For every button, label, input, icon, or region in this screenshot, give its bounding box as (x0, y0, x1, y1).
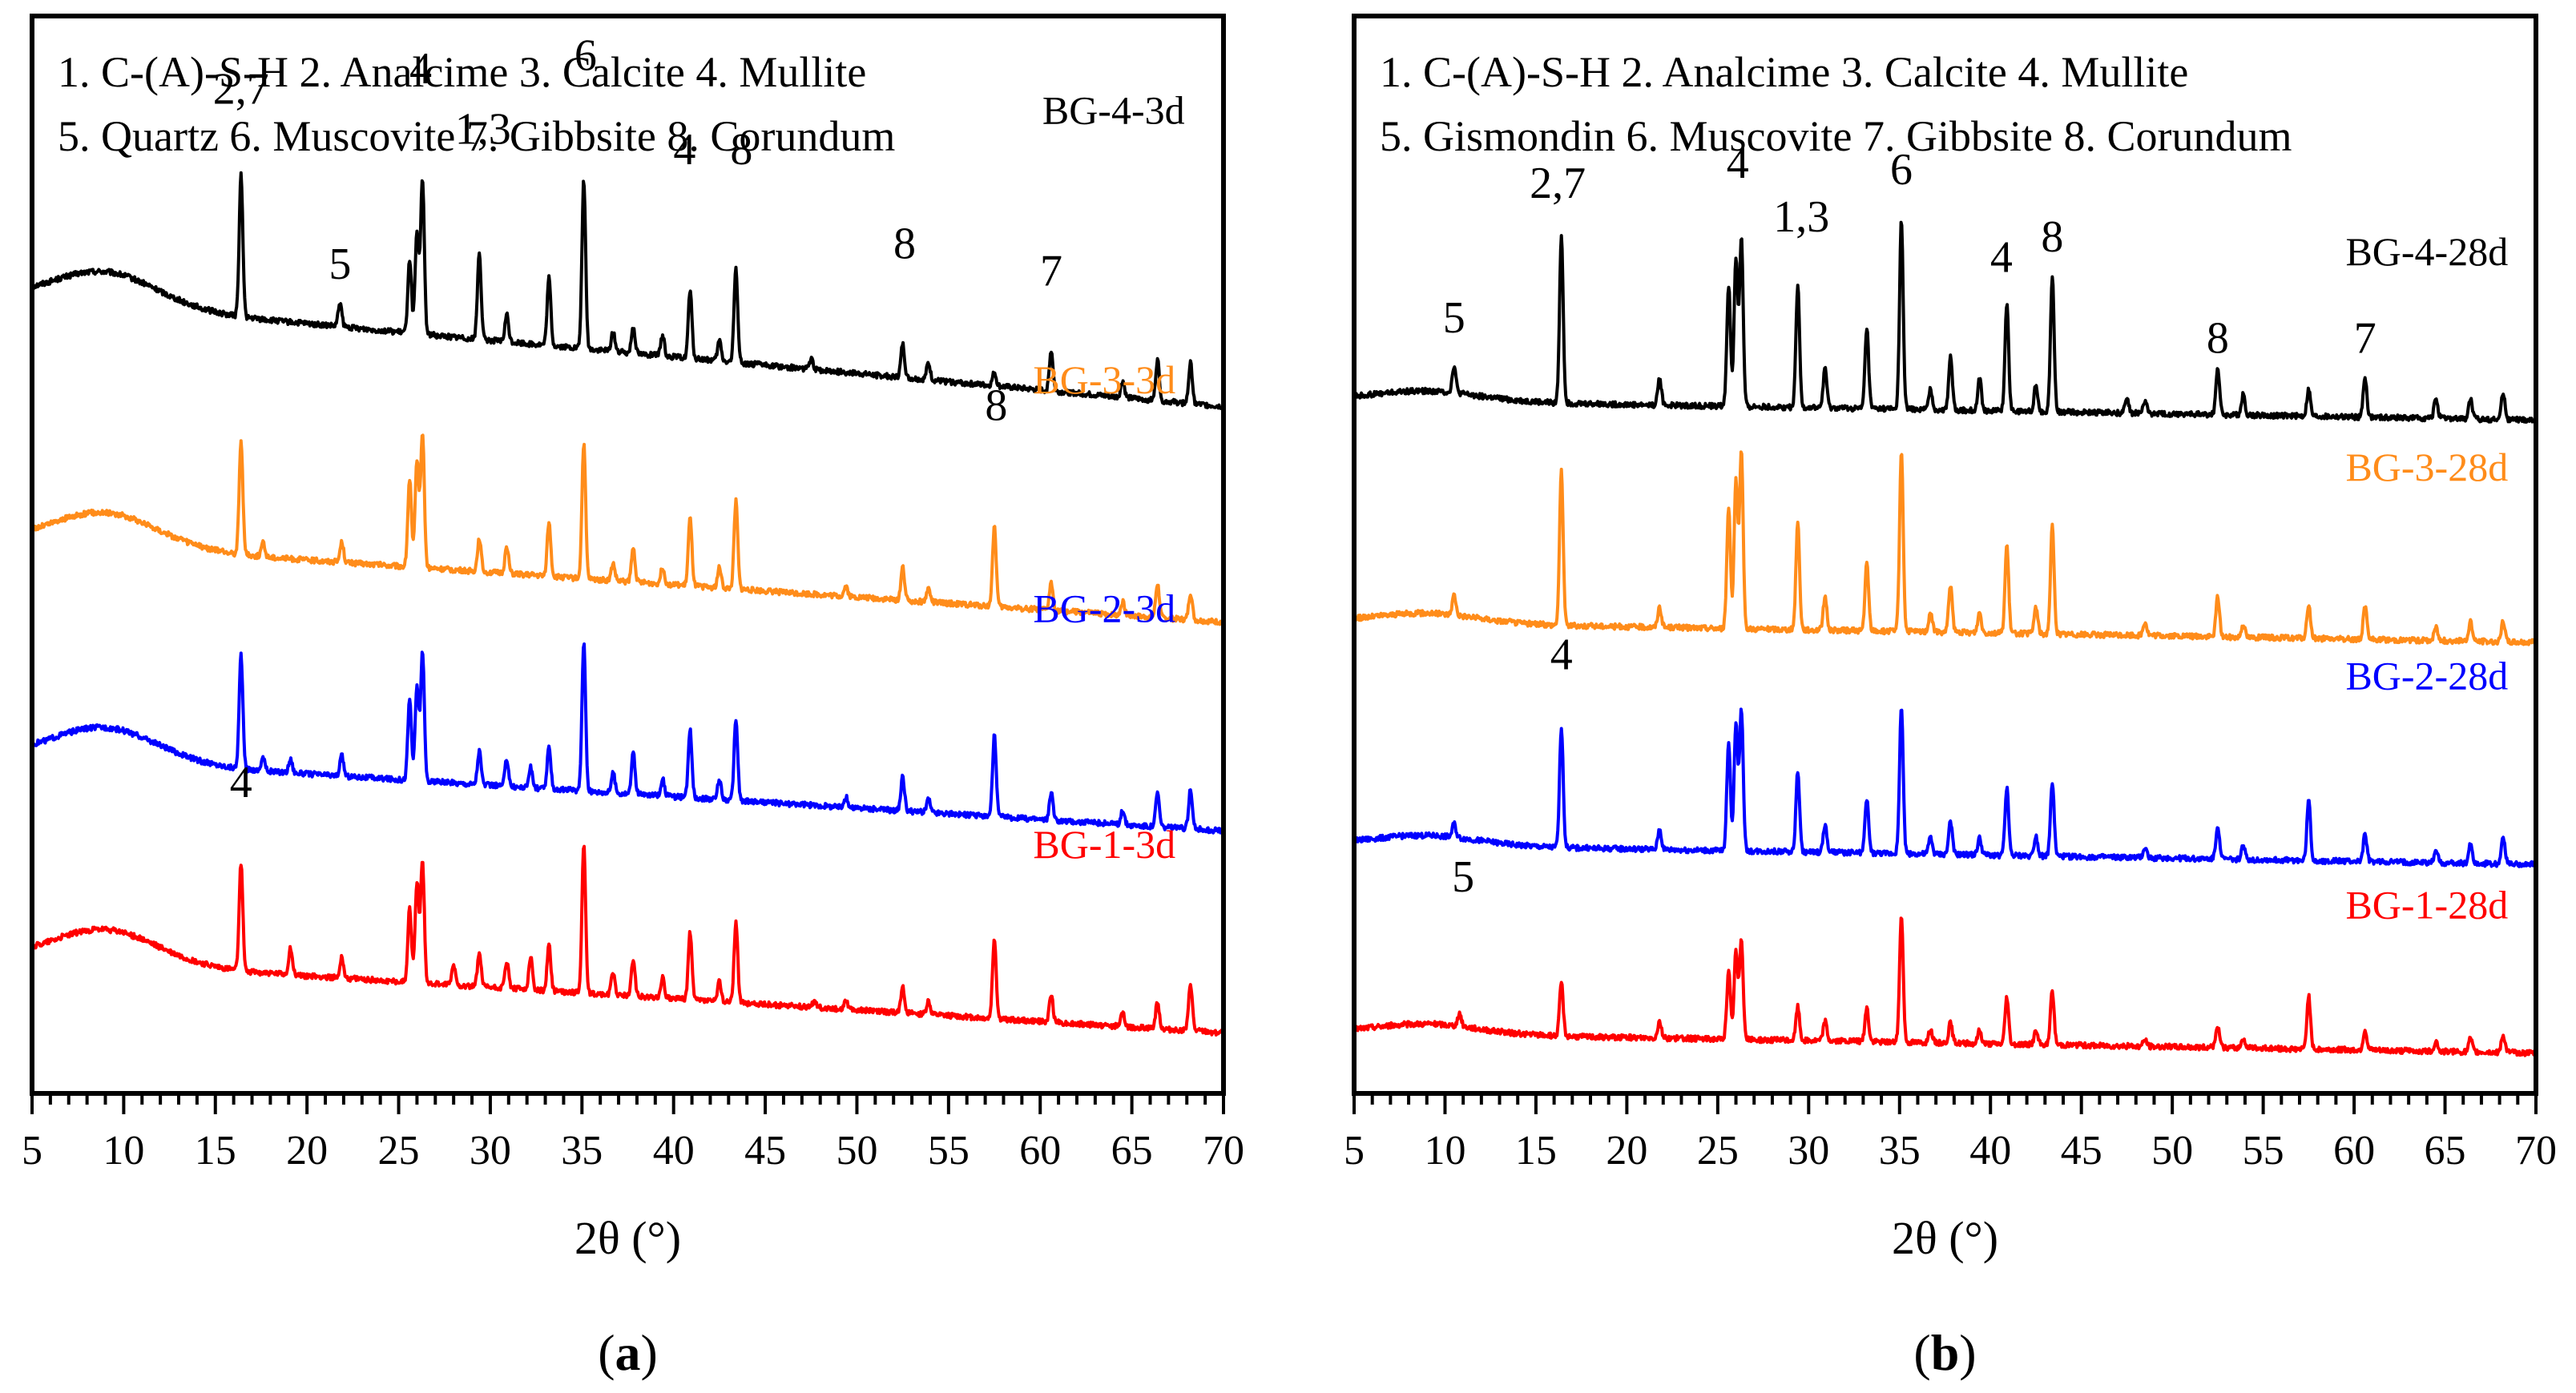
xrd-panel-b: BG-4-28d BG-3-28d BG-2-28d BG-1-28d 5 2,7 4 1,3… (1344, 14, 2557, 1381)
x-tick-label: 70 (1203, 1128, 1244, 1174)
peak-annotation: 2,7 (1530, 159, 1586, 208)
x-axis-label: 2θ (°) (574, 1212, 681, 1264)
x-tick-label: 30 (1788, 1128, 1829, 1174)
phase-legend-line: 5. Gismondin 6. Muscovite 7. Gibbsite 8.… (1380, 112, 2292, 160)
peak-annotation: 8 (985, 380, 1007, 430)
peak-annotation: 7 (2354, 313, 2376, 363)
x-tick-label: 65 (2425, 1128, 2466, 1174)
x-axis-label: 2θ (°) (1892, 1212, 1998, 1264)
peak-annotation: 4 (1990, 232, 2013, 282)
peak-annotation: 4 (230, 758, 252, 807)
peak-annotation: 2,7 (213, 64, 269, 114)
x-tick-label: 25 (378, 1128, 420, 1174)
x-tick-label: 40 (653, 1128, 695, 1174)
x-tick-label: 25 (1697, 1128, 1739, 1174)
peak-annotation: 5 (329, 240, 351, 289)
series-line-bg-1-3d (30, 844, 1225, 1037)
peak-annotation: 1,3 (1773, 192, 1829, 242)
series-label: BG-4-3d (1042, 88, 1185, 133)
x-tick-label: 20 (286, 1128, 328, 1174)
x-tick-label: 60 (1019, 1128, 1061, 1174)
phase-legend-line: 5. Quartz 6. Muscovite 7. Gibbsite 8. Co… (58, 112, 895, 160)
peak-annotation: 8 (2041, 212, 2063, 262)
x-tick-label: 5 (22, 1128, 42, 1174)
peak-annotation: 5 (1443, 293, 1465, 343)
x-tick-label: 35 (1879, 1128, 1921, 1174)
series-label: BG-2-28d (2345, 654, 2508, 699)
peak-annotation: 6 (1890, 145, 1913, 195)
x-tick-label: 70 (2515, 1128, 2557, 1174)
series-line-bg-3-28d (1353, 450, 2538, 646)
panel-label: (a) (598, 1324, 658, 1381)
x-tick-label: 50 (836, 1128, 877, 1174)
peak-annotation: 4 (673, 125, 695, 175)
plot-frame (1352, 14, 2538, 1096)
peak-annotation: 8 (2207, 313, 2229, 363)
peak-annotation: 5 (1452, 852, 1474, 902)
x-tick-label: 65 (1111, 1128, 1153, 1174)
x-tick-label: 30 (470, 1128, 511, 1174)
series-line-bg-2-3d (30, 642, 1225, 835)
x-tick-label: 5 (1344, 1128, 1365, 1174)
peak-annotation: 6 (574, 30, 597, 80)
series-label: BG-1-3d (1033, 822, 1175, 867)
panel-label: (b) (1913, 1324, 1976, 1381)
x-tick-label: 40 (1969, 1128, 2011, 1174)
x-tick-label: 50 (2151, 1128, 2193, 1174)
x-tick-label: 45 (744, 1128, 786, 1174)
peak-annotation: 8 (730, 125, 752, 175)
x-tick-label: 55 (2243, 1128, 2284, 1174)
peak-annotation: 4 (1727, 139, 1749, 188)
series-label: BG-3-3d (1033, 357, 1175, 402)
x-tick-label: 55 (928, 1128, 970, 1174)
phase-legend-line: 1. C-(A)-S-H 2. Analcime 3. Calcite 4. M… (58, 48, 866, 96)
x-tick-label: 20 (1606, 1128, 1647, 1174)
x-tick-label: 15 (195, 1128, 236, 1174)
x-tick-label: 45 (2061, 1128, 2102, 1174)
x-tick-label: 10 (1424, 1128, 1465, 1174)
x-tick-label: 10 (103, 1128, 144, 1174)
series-line-bg-3-3d (30, 433, 1225, 626)
series-label: BG-4-28d (2345, 229, 2508, 274)
series-line-bg-1-28d (1353, 916, 2538, 1057)
peak-annotation: 4 (1550, 630, 1573, 679)
phase-legend-line: 1. C-(A)-S-H 2. Analcime 3. Calcite 4. M… (1380, 48, 2188, 96)
x-tick-label: 60 (2333, 1128, 2375, 1174)
series-label: BG-3-28d (2345, 445, 2508, 489)
peak-annotation: 7 (1040, 246, 1062, 296)
series-label: BG-2-3d (1033, 586, 1175, 631)
plot-frame (30, 14, 1226, 1096)
series-line-bg-2-28d (1353, 707, 2538, 868)
peak-annotation: 4 (409, 44, 432, 94)
series-line-bg-4-3d (30, 171, 1225, 410)
series-line-bg-4-28d (1353, 220, 2538, 425)
peak-annotation: 8 (893, 219, 916, 269)
x-tick-label: 35 (561, 1128, 603, 1174)
series-label: BG-1-28d (2345, 882, 2508, 927)
peak-annotation: 1,3 (455, 105, 511, 155)
x-tick-label: 15 (1515, 1128, 1557, 1174)
